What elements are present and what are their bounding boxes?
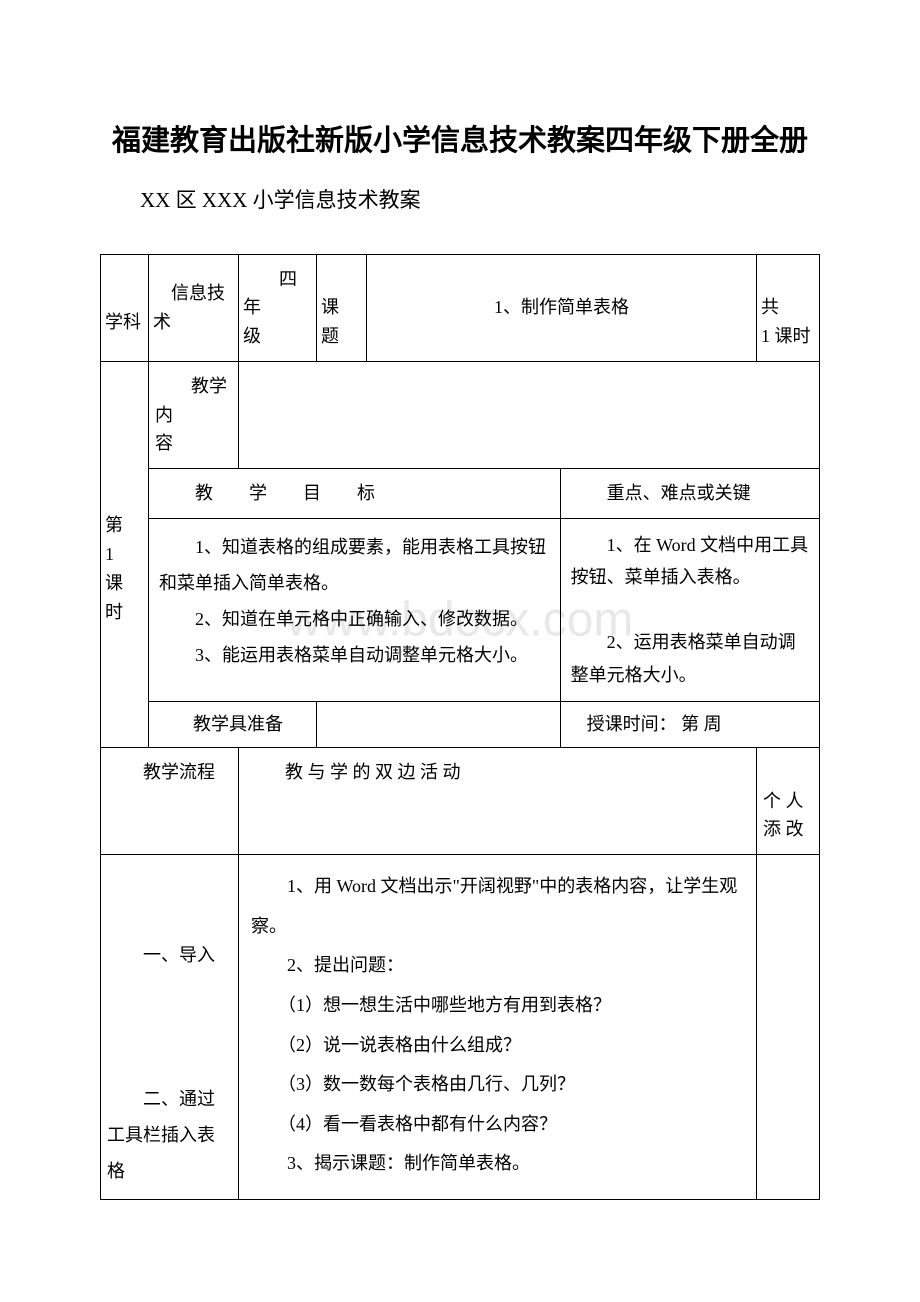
keypoints-header: 重点、难点或关键 [571, 483, 751, 503]
content-label: 教学内容 [149, 361, 239, 468]
personal-label: 个 人添 改 [757, 747, 820, 854]
table-row: 一、导入 二、通过工具栏插入表格 1、用 Word 文档出示"开阔视野"中的表格… [101, 855, 820, 1200]
subject-value: 信息技术 [149, 254, 239, 361]
keypoints-content: 1、在 Word 文档中用工具按钮、菜单插入表格。 2、运用表格菜单自动调整单元… [571, 529, 809, 691]
lesson-plan-table: 学科 信息技术 四年级 课题 1、制作简单表格 共1 课时 第1课时 教学内容 … [100, 254, 820, 1201]
table-row: 教学具准备 授课时间： 第 周 [101, 702, 820, 748]
lesson-title-label: 课题 [317, 254, 367, 361]
table-row: 第1课时 教学内容 [101, 361, 820, 468]
activity-header: 教 与 学 的 双 边 活 动 [239, 747, 757, 854]
subject-label: 学科 [101, 254, 149, 361]
goals-content: 1、知道表格的组成要素，能用表格工具按钮和菜单插入简单表格。 2、知道在单元格中… [159, 529, 550, 673]
table-row: 学科 信息技术 四年级 课题 1、制作简单表格 共1 课时 [101, 254, 820, 361]
content-cell [239, 361, 820, 468]
activity-content: 1、用 Word 文档出示"开阔视野"中的表格内容，让学生观察。 2、提出问题：… [239, 855, 757, 1200]
prep-value [317, 702, 561, 748]
time-label: 授课时间： 第 周 [560, 702, 819, 748]
goals-header: 教 学 目 标 [159, 483, 375, 503]
flow-label: 教学流程 [101, 747, 239, 854]
prep-label: 教学具准备 [149, 702, 317, 748]
lesson-title-value: 1、制作简单表格 [367, 254, 757, 361]
keypoints-cell: 重点、难点或关键 1、在 Word 文档中用工具按钮、菜单插入表格。 2、运用表… [560, 469, 819, 702]
section-labels: 一、导入 二、通过工具栏插入表格 [101, 855, 239, 1200]
goals-cell: 教 学 目 标 1、知道表格的组成要素，能用表格工具按钮和菜单插入简单表格。 2… [149, 469, 561, 702]
period-label: 第1课时 [101, 361, 149, 747]
grade-value: 四年级 [239, 254, 317, 361]
table-row: 教学流程 教 与 学 的 双 边 活 动 个 人添 改 [101, 747, 820, 854]
personal-notes [757, 855, 820, 1200]
page-subtitle: XX 区 XXX 小学信息技术教案 [140, 184, 820, 214]
table-row: 教 学 目 标 1、知道表格的组成要素，能用表格工具按钮和菜单插入简单表格。 2… [101, 469, 820, 702]
hours-value: 共1 课时 [757, 254, 820, 361]
page-title: 福建教育出版社新版小学信息技术教案四年级下册全册 [100, 120, 820, 164]
